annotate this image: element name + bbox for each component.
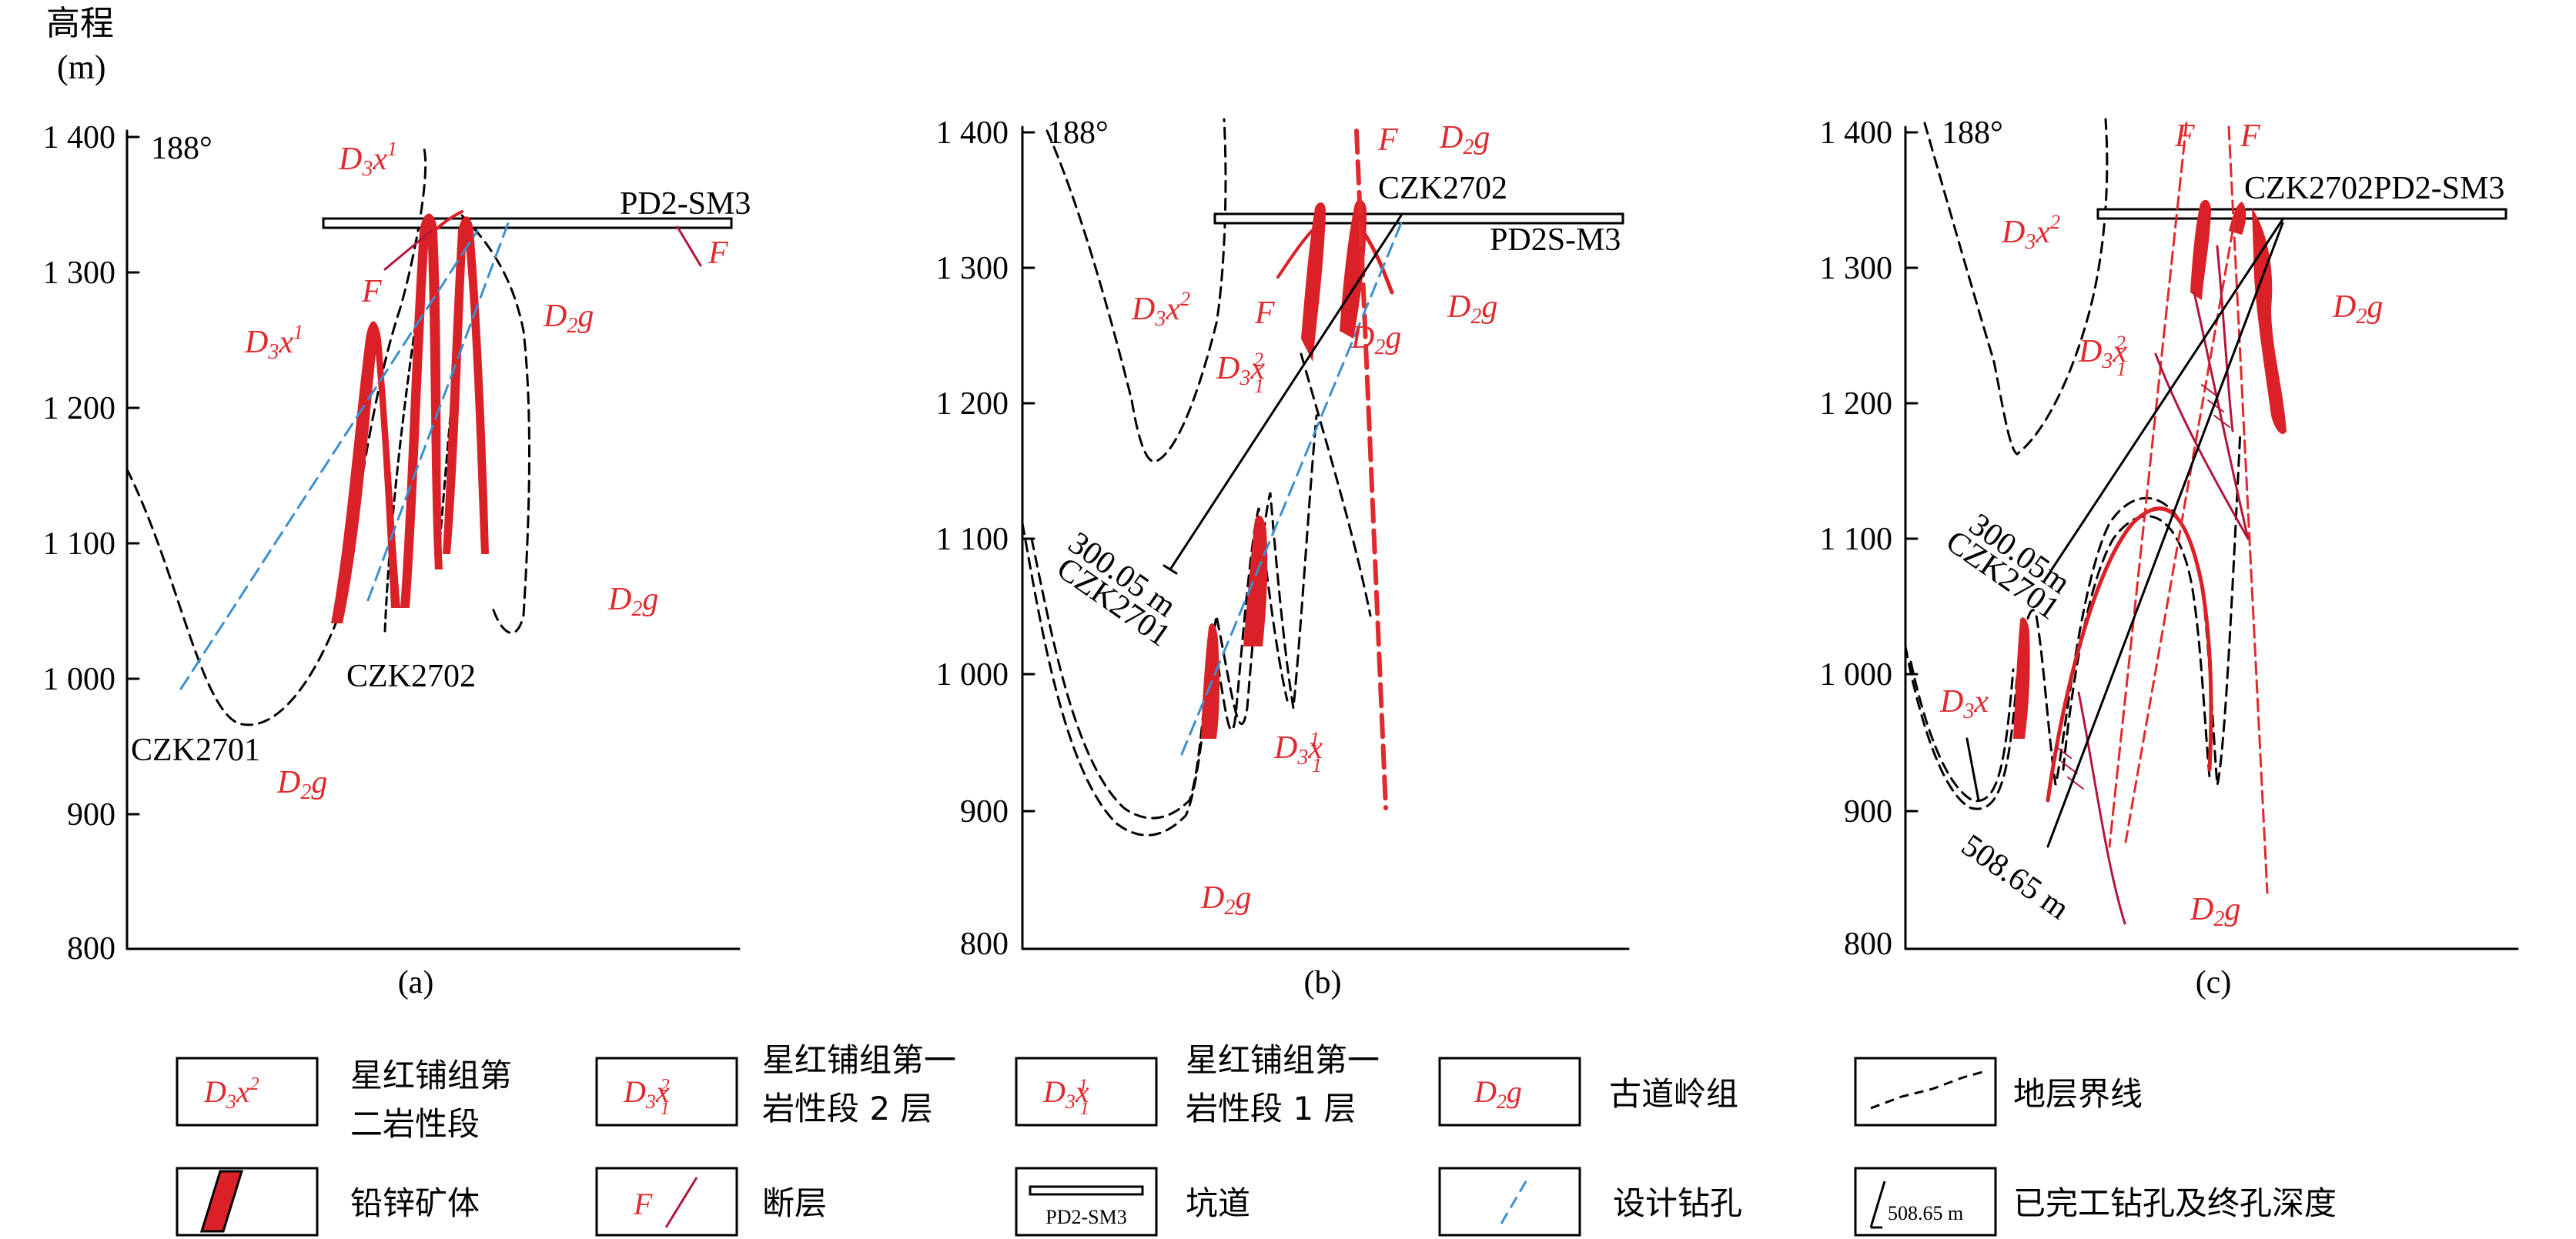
- fault-label-c2: F: [2240, 119, 2260, 154]
- tick-1000: 1 000: [43, 662, 116, 697]
- legend-text-3a: 星红铺组第一: [1186, 1041, 1380, 1079]
- legend-fault-icon: [664, 1177, 698, 1228]
- fault-label-b1: F: [1377, 122, 1398, 158]
- svg-text:D3x: D3x: [1939, 684, 1989, 723]
- tunnel-label-a: PD2-SM3: [620, 186, 751, 222]
- legend-finished-hole-text: 508.65 m: [1888, 1202, 1963, 1224]
- svg-text:D2g: D2g: [543, 299, 594, 338]
- legend-text-3b: 岩性段 1 层: [1186, 1090, 1356, 1127]
- tick-1400: 1 400: [43, 120, 116, 155]
- svg-text:D3x1: D3x1: [244, 321, 303, 364]
- legend-text-7: 断层: [762, 1184, 827, 1222]
- svg-text:D2g: D2g: [607, 582, 658, 621]
- svg-text:D3x12: D3x12: [2078, 332, 2127, 380]
- tick-1000-c: 1 000: [1820, 657, 1893, 693]
- legend-symbol-d3x2: D3x2: [203, 1074, 259, 1113]
- elevation-label: 高程: [46, 4, 114, 43]
- legend-text-2a: 星红铺组第一: [762, 1041, 956, 1079]
- tick-1400-b: 1 400: [936, 115, 1009, 151]
- legend-design-hole-icon: [1500, 1177, 1530, 1224]
- tick-900-b: 900: [960, 794, 1009, 830]
- legend-text-4: 古道岭组: [1609, 1075, 1738, 1113]
- fault-label-b2: F: [1254, 296, 1275, 331]
- fault-label-a2: F: [708, 235, 728, 271]
- tick-800: 800: [67, 931, 115, 967]
- legend-text-5: 地层界线: [2013, 1075, 2143, 1113]
- svg-text:D2g: D2g: [1439, 120, 1490, 159]
- tick-900: 900: [67, 797, 115, 833]
- svg-text:D2g: D2g: [2332, 289, 2383, 329]
- svg-text:D2g: D2g: [1200, 880, 1251, 920]
- svg-text:D3x1: D3x1: [338, 138, 397, 181]
- legend-fault-letter: F: [633, 1187, 653, 1221]
- svg-text:D2g: D2g: [1447, 289, 1497, 329]
- caption-a: (a): [398, 965, 434, 1000]
- legend-text-9: 设计钻孔: [1613, 1184, 1742, 1222]
- tick-1100-b: 1 100: [936, 522, 1009, 557]
- tick-900-c: 900: [1844, 794, 1892, 830]
- panel-a: 1 400 1 300 1 200 1 100 1 000 900 800 18…: [43, 120, 751, 1000]
- panel-c: 1 400 1 300 1 200 1 100 1 000 900 800 18…: [1820, 115, 2519, 1000]
- svg-text:D3x2: D3x2: [2001, 211, 2060, 254]
- legend-text-1b: 二岩性段: [350, 1105, 480, 1143]
- svg-text:D2g: D2g: [276, 765, 327, 804]
- legend-text-2b: 岩性段 2 层: [762, 1090, 932, 1127]
- caption-c: (c): [2196, 965, 2232, 1000]
- legend-text-8: 坑道: [1186, 1184, 1250, 1222]
- legend-boundary-icon: [1870, 1070, 1983, 1110]
- legend-tunnel-text: PD2-SM3: [1045, 1206, 1126, 1228]
- legend-text-6: 铅锌矿体: [350, 1184, 480, 1222]
- tick-1200: 1 200: [43, 391, 116, 426]
- legend-finished-hole-icon: [1869, 1181, 1886, 1228]
- tick-800-c: 800: [1844, 927, 1892, 962]
- azimuth-a: 188°: [151, 131, 212, 166]
- legend: D3x2 星红铺组第 二岩性段 D3x12 星红铺组第一 岩性段 2 层 D3x…: [176, 1041, 2337, 1237]
- tunnel-label-c: CZK2702PD2-SM3: [2244, 171, 2504, 206]
- tick-1000-b: 1 000: [936, 657, 1009, 693]
- svg-text:D3x11: D3x11: [1273, 728, 1323, 776]
- tick-1300: 1 300: [43, 255, 116, 291]
- tick-1400-c: 1 400: [1820, 115, 1893, 151]
- fault-label-a1: F: [361, 274, 382, 309]
- azimuth-c: 188°: [1942, 115, 2003, 151]
- hole-label-a1: CZK2701: [131, 733, 260, 768]
- tunnel-label-b: PD2S-M3: [1490, 222, 1621, 258]
- svg-text:D2g: D2g: [1350, 320, 1401, 359]
- depth-label-c2: 508.65 m: [1955, 828, 2076, 927]
- tick-1300-b: 1 300: [936, 251, 1009, 286]
- tick-1300-c: 1 300: [1820, 251, 1893, 286]
- legend-text-1a: 星红铺组第: [350, 1057, 512, 1094]
- legend-orebody-icon: [199, 1170, 244, 1233]
- legend-tunnel-icon: [1029, 1185, 1144, 1196]
- hole-label-a2: CZK2702: [346, 659, 476, 694]
- panel-b: 1 400 1 300 1 200 1 100 1 000 900 800 18…: [936, 115, 1630, 1000]
- tick-1200-c: 1 200: [1820, 386, 1893, 422]
- tick-800-b: 800: [960, 927, 1009, 962]
- fault-label-c1: F: [2174, 119, 2195, 154]
- tick-1100: 1 100: [43, 526, 116, 562]
- hole-label-b2: CZK2702: [1378, 171, 1507, 206]
- azimuth-b: 188°: [1047, 115, 1109, 151]
- tick-1200-b: 1 200: [936, 386, 1009, 422]
- svg-text:D2g: D2g: [2190, 892, 2240, 931]
- tick-1100-c: 1 100: [1820, 522, 1893, 557]
- svg-text:D3x12: D3x12: [1216, 349, 1265, 397]
- legend-text-10: 已完工钻孔及终孔深度: [2013, 1184, 2337, 1222]
- caption-b: (b): [1304, 965, 1342, 1000]
- svg-text:D3x2: D3x2: [1131, 288, 1190, 331]
- elevation-unit: (m): [57, 48, 106, 86]
